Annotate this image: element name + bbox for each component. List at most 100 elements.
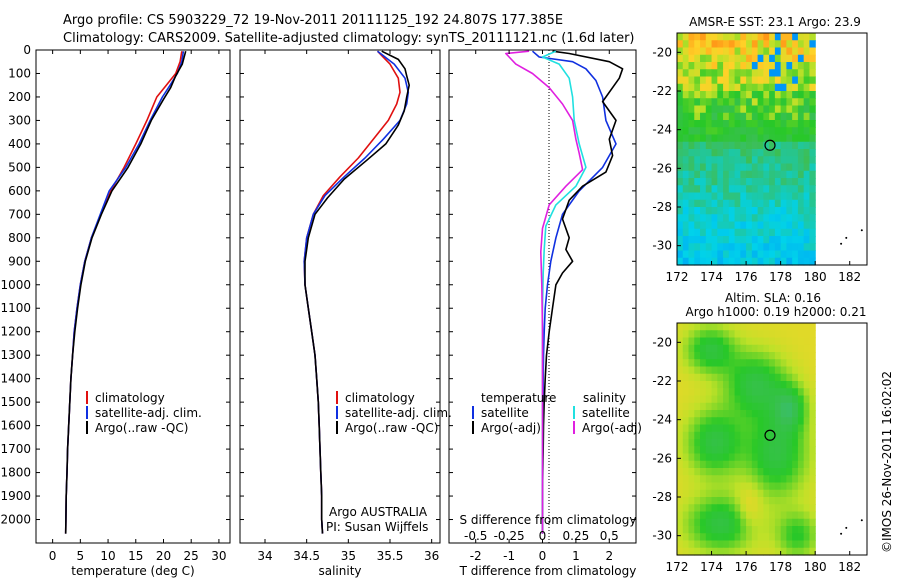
- heatmap-cell: [774, 417, 782, 426]
- heatmap-cell: [688, 446, 695, 455]
- heatmap-cell: [769, 410, 776, 418]
- heatmap-cell: [705, 417, 713, 426]
- heatmap-cell: [786, 207, 793, 215]
- heatmap-cell: [694, 170, 701, 179]
- heatmap-cell: [717, 199, 724, 208]
- heatmap-cell: [711, 214, 718, 223]
- heatmap-cell: [746, 402, 753, 411]
- heatmap-cell: [797, 170, 805, 179]
- heatmap-cell: [751, 47, 759, 56]
- heatmap-cell: [780, 120, 787, 128]
- temp-series-0: [64, 51, 183, 534]
- heatmap-cell: [797, 540, 805, 549]
- temperature-x-ticks: 0 5 10 15 20 25 30: [49, 50, 227, 563]
- heatmap-cell: [763, 178, 770, 186]
- heatmap-cell: [723, 250, 730, 259]
- heatmap-cell: [677, 149, 684, 157]
- heatmap-cell: [780, 91, 787, 99]
- heatmap-cell: [682, 199, 690, 208]
- heatmap-cell: [780, 540, 787, 549]
- sst-map-panel: AMSR-E SST: 23.1 Argo: 23.9 172 174 176 178…: [652, 15, 868, 284]
- heatmap-cell: [682, 453, 690, 462]
- heatmap-cell: [717, 127, 724, 136]
- heatmap-cell: [746, 526, 753, 534]
- heatmap-cell: [809, 257, 816, 266]
- heatmap-cell: [728, 460, 736, 469]
- heatmap-cell: [797, 69, 805, 78]
- heatmap-cell: [809, 402, 816, 411]
- heatmap-cell: [705, 402, 713, 411]
- heatmap-cell: [774, 76, 782, 85]
- heatmap-cell: [740, 250, 747, 259]
- heatmap-cell: [705, 91, 713, 99]
- heatmap-cell: [728, 388, 736, 397]
- heatmap-cell: [705, 192, 713, 201]
- sal-series-2: [304, 50, 411, 534]
- heatmap-cell: [786, 33, 793, 41]
- heatmap-cell: [734, 518, 741, 527]
- heatmap-cell: [751, 228, 759, 237]
- heatmap-cell: [688, 388, 695, 397]
- heatmap-cell: [746, 417, 753, 426]
- map-ytick-label: -26: [652, 161, 672, 175]
- heatmap-cell: [757, 511, 764, 520]
- heatmap-cell: [677, 62, 684, 70]
- heatmap-cell: [803, 518, 811, 527]
- heatmap-cell: [740, 156, 747, 165]
- heatmap-cell: [803, 192, 811, 201]
- heatmap-cell: [751, 149, 759, 157]
- heatmap-cell: [809, 547, 816, 556]
- heatmap-cell: [682, 243, 690, 252]
- heatmap-cell: [700, 141, 707, 150]
- heatmap-cell: [746, 337, 753, 346]
- temp-xtick-label: 30: [211, 549, 226, 563]
- s-diff-tick-label: 0.25: [563, 529, 590, 543]
- map-ytick-label: -28: [652, 200, 672, 214]
- heatmap-cell: [769, 112, 776, 121]
- salinity-legend: climatology satellite-adj. clim. Argo(..…: [336, 391, 452, 435]
- heatmap-cell: [751, 243, 759, 252]
- heatmap-cell: [717, 243, 724, 252]
- heatmap-cell: [728, 221, 736, 230]
- heatmap-cell: [746, 134, 753, 143]
- heatmap-cell: [723, 62, 730, 70]
- heatmap-cell: [682, 83, 690, 92]
- heatmap-cell: [780, 323, 787, 331]
- heatmap-cell: [792, 170, 799, 179]
- heatmap-cell: [723, 359, 730, 368]
- heatmap-cell: [694, 446, 701, 455]
- heatmap-cell: [803, 359, 811, 368]
- heatmap-cell: [757, 410, 764, 418]
- heatmap-cell: [682, 533, 690, 542]
- sla-map-frame: [676, 322, 868, 556]
- heatmap-cell: [734, 170, 741, 179]
- heatmap-cell: [705, 439, 713, 447]
- heatmap-cell: [746, 518, 753, 527]
- heatmap-cell: [728, 482, 736, 491]
- heatmap-cell: [769, 127, 776, 136]
- heatmap-cell: [677, 489, 684, 498]
- heatmap-cell: [786, 127, 793, 136]
- heatmap-cell: [717, 410, 724, 418]
- depth-y-ticks: 0100200300400500600700800900100011001200…: [0, 43, 230, 527]
- heatmap-cell: [797, 547, 805, 556]
- heatmap-cell: [786, 98, 793, 107]
- heatmap-cell: [728, 453, 736, 462]
- heatmap-cell: [711, 518, 718, 527]
- heatmap-cell: [797, 330, 805, 339]
- heatmap-cell: [792, 533, 799, 542]
- heatmap-cell: [717, 446, 724, 455]
- heatmap-cell: [769, 33, 776, 41]
- heatmap-cell: [734, 344, 741, 353]
- heatmap-cell: [757, 468, 764, 476]
- map-ytick-label: -30: [652, 529, 672, 543]
- heatmap-cell: [792, 207, 799, 215]
- heatmap-cell: [780, 40, 787, 49]
- heatmap-cell: [797, 149, 805, 157]
- heatmap-cell: [746, 76, 753, 85]
- heatmap-cell: [682, 511, 690, 520]
- heatmap-cell: [803, 395, 811, 404]
- heatmap-cell: [677, 105, 684, 114]
- heatmap-cell: [809, 381, 816, 389]
- heatmap-cell: [688, 381, 695, 389]
